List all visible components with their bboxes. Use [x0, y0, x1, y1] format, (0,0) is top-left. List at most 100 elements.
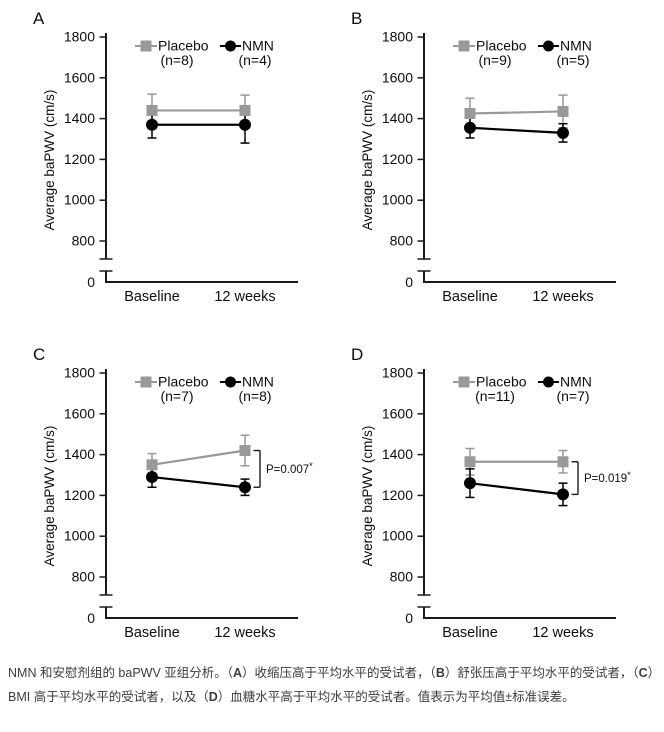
panel-letter: B: [351, 9, 362, 28]
y-tick-label: 1000: [382, 192, 413, 208]
legend-label-placebo: Placebo: [476, 38, 527, 54]
placebo-series-line: [469, 110, 564, 115]
y-tick-label: 1200: [382, 151, 413, 167]
y-tick-label: 1600: [64, 69, 95, 85]
nmn-data-marker: [464, 477, 476, 490]
caption-segment: A: [233, 666, 243, 680]
origin-label: 0: [87, 274, 95, 290]
y-tick-label: 800: [390, 569, 414, 585]
y-tick-label: 1000: [64, 192, 95, 208]
panel-b-chart: B Average baPWV (cm/s) 1800 1600 1400 1200 100…: [351, 9, 616, 305]
y-tick-label: 1200: [64, 487, 95, 503]
legend-circle-marker-icon: [543, 376, 554, 388]
y-tick-label: 1400: [64, 446, 95, 462]
x-tick-label: Baseline: [124, 625, 180, 641]
placebo-data-marker: [239, 445, 251, 457]
placebo-data-marker: [464, 108, 476, 119]
panel-letter: A: [33, 9, 45, 28]
x-tick-label: Baseline: [124, 289, 180, 305]
placebo-data-marker: [239, 104, 251, 116]
legend-n-label-placebo: (n=9): [478, 52, 511, 68]
placebo-data-marker: [464, 456, 476, 468]
legend-label-nmn: NMN: [560, 38, 592, 54]
y-tick-label: 1600: [382, 405, 413, 421]
y-tick-label: 800: [72, 233, 96, 249]
caption-segment: ）血糖水平高于平均水平的受试者。值表示为平均值±标准误差。: [217, 690, 575, 704]
y-tick-label: 1600: [382, 69, 413, 85]
legend-circle-marker-icon: [543, 40, 554, 52]
x-tick-label: 12 weeks: [532, 625, 593, 641]
origin-label: 0: [405, 610, 413, 626]
caption-segment: C: [638, 666, 648, 680]
panel-c-chart: C Average baPWV (cm/s) 1800 1600 1400 1200 100…: [33, 345, 313, 641]
x-tick-label: Baseline: [442, 625, 498, 641]
nmn-series-line: [151, 475, 246, 489]
panel-b: B Average baPWV (cm/s) 1800 1600 1400 1200 100…: [318, 0, 664, 332]
legend-square-marker-icon: [140, 376, 152, 388]
panel-a-chart: A Average baPWV (cm/s) 1800 1600 1400 1200 100…: [33, 9, 298, 305]
legend-square-marker-icon: [458, 376, 470, 388]
nmn-series-line: [469, 482, 564, 496]
legend-n-label-nmn: (n=4): [238, 52, 271, 68]
caption-segment: ）收缩压高于平均水平的受试者，（: [242, 666, 436, 680]
y-tick-label: 1800: [382, 365, 413, 381]
x-tick-label: Baseline: [442, 289, 498, 305]
y-tick-label: 800: [72, 569, 96, 585]
panel-letter: D: [351, 345, 363, 364]
nmn-data-marker: [464, 121, 476, 134]
y-tick-label: 800: [390, 233, 414, 249]
y-axis-title: Average baPWV (cm/s): [360, 426, 375, 567]
origin-label: 0: [87, 610, 95, 626]
y-tick-label: 1600: [64, 405, 95, 421]
nmn-series-line: [469, 126, 564, 134]
y-tick-label: 1200: [382, 487, 413, 503]
y-tick-label: 1800: [64, 29, 95, 45]
placebo-data-marker: [557, 105, 569, 117]
caption-segment: ）BMI 高于平均水平的受试者，以及（: [8, 666, 654, 704]
panel-d: D Average baPWV (cm/s) 1800 1600 1400 1200 100…: [318, 336, 664, 668]
nmn-data-marker: [239, 481, 251, 494]
x-tick-label: 12 weeks: [214, 289, 275, 305]
legend-n-label-nmn: (n=8): [238, 388, 271, 404]
legend-circle-marker-icon: [225, 376, 236, 388]
legend-n-label-nmn: (n=5): [556, 52, 589, 68]
p-value-label: P=0.007*: [266, 461, 313, 476]
y-axis-title: Average baPWV (cm/s): [42, 90, 57, 231]
origin-label: 0: [405, 274, 413, 290]
caption-segment: B: [435, 666, 445, 680]
placebo-data-marker: [146, 104, 158, 116]
y-tick-label: 1400: [382, 446, 413, 462]
panel-a: A Average baPWV (cm/s) 1800 1600 1400 1200 100…: [0, 0, 346, 332]
placebo-data-marker: [557, 456, 569, 468]
x-tick-label: 12 weeks: [532, 289, 593, 305]
x-tick-label: 12 weeks: [214, 625, 275, 641]
y-tick-label: 1000: [64, 528, 95, 544]
caption-segment: NMN 和安慰剂组的 baPWV 亚组分析。（: [8, 666, 234, 680]
legend-label-placebo: Placebo: [476, 374, 527, 390]
legend-circle-marker-icon: [225, 40, 236, 52]
nmn-data-marker: [146, 118, 158, 131]
nmn-data-marker: [557, 488, 569, 501]
y-tick-label: 1000: [382, 528, 413, 544]
placebo-series-line: [151, 449, 246, 466]
y-axis-title: Average baPWV (cm/s): [360, 90, 375, 231]
legend-label-placebo: Placebo: [158, 38, 209, 54]
y-tick-label: 1400: [64, 110, 95, 126]
placebo-data-marker: [146, 459, 158, 471]
nmn-data-marker: [146, 471, 158, 484]
y-tick-label: 1800: [64, 365, 95, 381]
legend-n-label-nmn: (n=7): [556, 388, 589, 404]
legend-label-nmn: NMN: [560, 374, 592, 390]
legend-n-label-placebo: (n=11): [475, 388, 515, 404]
p-value-label: P=0.019*: [584, 470, 631, 485]
legend-label-nmn: NMN: [242, 38, 274, 54]
nmn-data-marker: [557, 126, 569, 139]
legend-n-label-placebo: (n=7): [160, 388, 193, 404]
caption-segment: ）舒张压高于平均水平的受试者，（: [444, 666, 639, 680]
y-tick-label: 1800: [382, 29, 413, 45]
legend-square-marker-icon: [140, 40, 152, 52]
legend-label-nmn: NMN: [242, 374, 274, 390]
caption-segment: D: [208, 690, 218, 704]
legend-n-label-placebo: (n=8): [160, 52, 193, 68]
